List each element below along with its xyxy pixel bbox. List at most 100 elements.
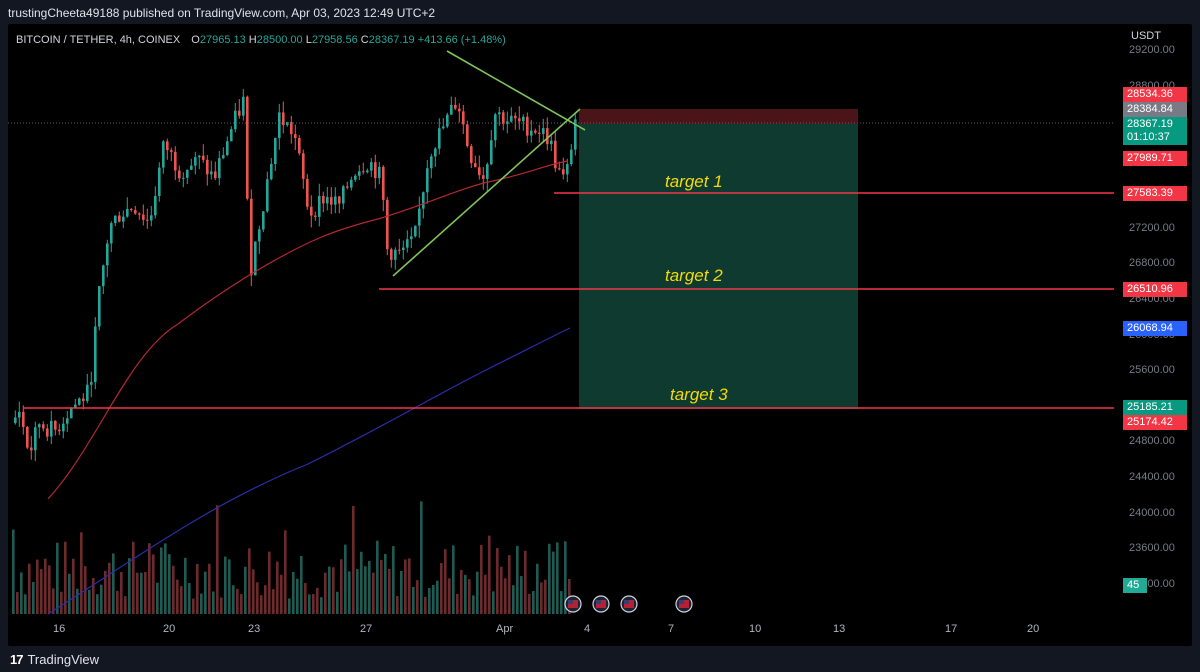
candle-body	[270, 164, 273, 180]
candle-body	[322, 196, 325, 204]
candle-body	[298, 138, 301, 154]
volume-bar	[300, 555, 303, 614]
candle-body	[350, 179, 353, 188]
us-flag-event-icon	[592, 595, 610, 613]
candle-body	[178, 170, 181, 179]
volume-bar	[172, 565, 175, 614]
volume-bar	[276, 561, 279, 614]
volume-bar	[424, 596, 427, 614]
price-tick: 27200.00	[1129, 222, 1175, 234]
volume-bar	[244, 566, 247, 614]
candle-body	[454, 104, 457, 109]
volume-bar	[116, 590, 119, 614]
us-flag-event-icon	[564, 595, 582, 613]
volume-bar	[324, 572, 327, 614]
candle-body	[558, 168, 561, 170]
target-2-label[interactable]: target 2	[665, 266, 723, 285]
candle-body	[334, 196, 337, 205]
candle-body	[366, 170, 369, 173]
candle-body	[194, 157, 197, 166]
price-badge-target1: 27583.39	[1123, 186, 1187, 201]
volume-bar	[216, 505, 219, 614]
candle-body	[106, 243, 109, 266]
candle-body	[230, 129, 233, 142]
volume-bar	[96, 594, 99, 614]
volume-bar	[388, 568, 391, 614]
candle-body	[534, 130, 537, 133]
price-badge-stop: 28534.36	[1123, 87, 1187, 102]
volume-bar	[252, 569, 255, 614]
low-value: 27958.56	[311, 34, 358, 46]
volume-bar	[436, 580, 439, 614]
candle-body	[566, 164, 569, 175]
volume-bar	[32, 581, 35, 614]
volume-bar	[360, 551, 363, 614]
chart-pane[interactable]: BITCOIN / TETHER, 4h, COINEX O27965.13 H…	[8, 24, 1192, 646]
price-chart[interactable]	[8, 24, 1192, 646]
candle-body	[318, 196, 321, 217]
volume-bar	[24, 594, 27, 614]
candle-body	[202, 155, 205, 160]
volume-bar	[188, 582, 191, 614]
volume-bar	[40, 569, 43, 614]
volume-bar	[292, 571, 295, 614]
target-3-label[interactable]: target 3	[670, 385, 728, 404]
target-1-label[interactable]: target 1	[665, 172, 723, 191]
candle-body	[166, 141, 169, 151]
high-label: H	[248, 34, 257, 46]
candle-body	[474, 163, 477, 168]
volume-bar	[256, 582, 259, 614]
volume-bar	[428, 587, 431, 614]
currency-label: USDT	[1131, 30, 1161, 42]
candle-body	[306, 178, 309, 207]
time-tick: 10	[749, 623, 762, 635]
open-value: 27965.13	[199, 34, 246, 46]
candle-body	[434, 148, 437, 157]
candle-body	[466, 124, 469, 147]
volume-bar	[476, 571, 479, 614]
candle-body	[514, 115, 517, 119]
volume-bar	[472, 595, 475, 614]
volume-bar	[468, 579, 471, 614]
volume-bar	[228, 559, 231, 614]
volume-bar	[308, 594, 311, 614]
volume-bar	[556, 542, 559, 614]
volume-bar	[528, 593, 531, 614]
volume-bar	[240, 594, 243, 614]
volume-bar	[460, 569, 463, 614]
volume-bar	[396, 595, 399, 614]
candle-body	[554, 140, 557, 169]
candle-body	[278, 112, 281, 138]
volume-bar	[444, 549, 447, 614]
candle-body	[394, 249, 397, 260]
volume-bar	[100, 584, 103, 614]
candle-body	[90, 382, 93, 385]
volume-bar	[544, 579, 547, 614]
candle-body	[150, 215, 153, 221]
candle-body	[374, 162, 377, 179]
close-value: 28367.19	[368, 34, 415, 46]
volume-bar	[320, 597, 323, 614]
volume-bar	[312, 594, 315, 614]
candle-body	[86, 384, 89, 402]
candle-body	[462, 111, 465, 125]
volume-bar	[404, 559, 407, 614]
volume-bar	[340, 559, 343, 614]
volume-bar	[552, 551, 555, 614]
candle-body	[490, 140, 493, 165]
candle-body	[170, 150, 173, 152]
time-tick: 20	[1027, 623, 1040, 635]
tradingview-logo[interactable]: 17 TradingView	[10, 652, 99, 667]
candle-body	[390, 249, 393, 260]
volume-bar	[548, 543, 551, 614]
volume-bar	[368, 560, 371, 614]
volume-bar	[384, 553, 387, 614]
volume-bar	[44, 558, 47, 614]
volume-bar	[508, 555, 511, 614]
candle-body	[338, 196, 341, 204]
volume-bar	[352, 505, 355, 614]
candle-body	[422, 192, 425, 209]
volume-bar	[80, 532, 83, 614]
low-label: L	[305, 34, 312, 46]
candle-body	[54, 420, 57, 430]
